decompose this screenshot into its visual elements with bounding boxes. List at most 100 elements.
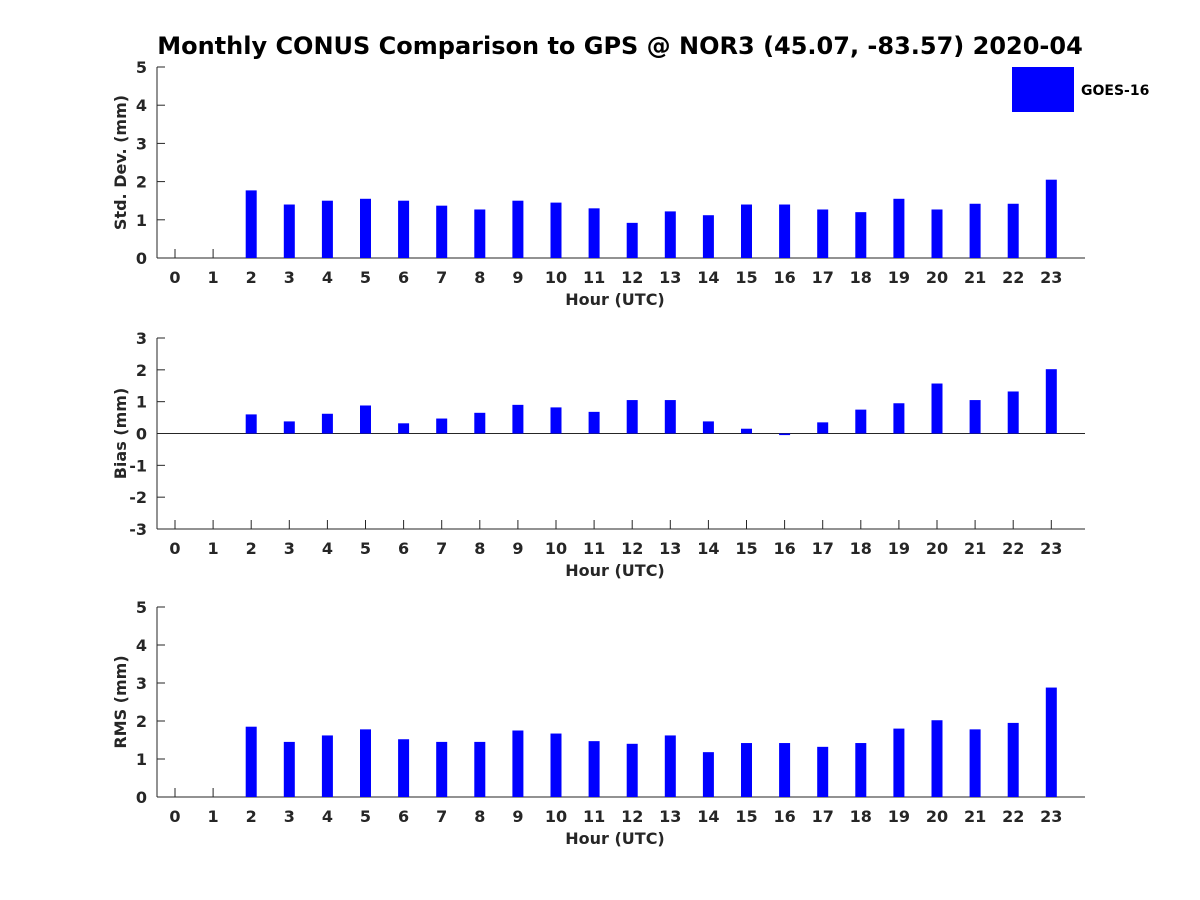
y-tick-label: 1 — [136, 393, 147, 412]
legend: GOES-16 — [1012, 67, 1149, 112]
bar — [360, 198, 371, 258]
bar — [550, 407, 562, 434]
x-tick-label: 6 — [398, 807, 409, 826]
bar — [321, 413, 333, 434]
bar — [664, 400, 676, 434]
bar — [779, 204, 791, 258]
x-tick-label: 12 — [621, 807, 643, 826]
bar — [283, 741, 295, 797]
bar — [398, 200, 410, 258]
x-tick-label: 11 — [583, 807, 605, 826]
bar — [360, 729, 371, 797]
y-tick-label: 3 — [136, 674, 147, 693]
x-tick-label: 5 — [360, 539, 371, 558]
x-tick-label: 4 — [322, 539, 333, 558]
bar — [550, 733, 562, 797]
y-axis-label: Bias (mm) — [111, 388, 130, 480]
x-tick-label: 10 — [545, 268, 567, 287]
y-tick-label: 3 — [136, 134, 147, 153]
x-tick-label: 4 — [322, 268, 333, 287]
bar — [664, 211, 676, 258]
x-tick-label: 15 — [735, 539, 757, 558]
x-tick-label: 17 — [812, 807, 834, 826]
x-tick-label: 11 — [583, 539, 605, 558]
y-tick-label: 3 — [136, 329, 147, 348]
x-tick-label: 0 — [169, 268, 180, 287]
x-tick-label: 8 — [474, 807, 485, 826]
x-axis-label: Hour (UTC) — [565, 561, 665, 580]
bar — [283, 204, 295, 258]
y-tick-label: 0 — [136, 788, 147, 807]
bar — [474, 412, 486, 434]
y-tick-label: 5 — [136, 58, 147, 77]
x-tick-label: 3 — [284, 807, 295, 826]
bar — [969, 203, 981, 258]
bar — [626, 743, 638, 797]
bar — [588, 208, 600, 258]
x-tick-label: 14 — [697, 539, 719, 558]
x-tick-label: 2 — [246, 539, 257, 558]
bar — [550, 202, 562, 258]
x-tick-label: 0 — [169, 807, 180, 826]
x-tick-label: 5 — [360, 268, 371, 287]
x-tick-label: 18 — [850, 807, 872, 826]
x-tick-label: 1 — [208, 807, 219, 826]
bar — [931, 383, 943, 434]
y-tick-label: 2 — [136, 173, 147, 192]
bar — [779, 743, 791, 797]
bar — [1045, 179, 1057, 258]
bar — [741, 428, 752, 434]
x-tick-label: 9 — [512, 268, 523, 287]
bar — [817, 422, 829, 434]
x-tick-label: 17 — [812, 268, 834, 287]
x-tick-label: 2 — [246, 268, 257, 287]
x-tick-label: 13 — [659, 539, 681, 558]
x-tick-label: 8 — [474, 539, 485, 558]
x-tick-label: 18 — [850, 539, 872, 558]
y-tick-label: 4 — [136, 636, 147, 655]
x-tick-label: 22 — [1002, 268, 1024, 287]
chart-title: Monthly CONUS Comparison to GPS @ NOR3 (… — [157, 32, 1083, 60]
x-tick-label: 19 — [888, 268, 910, 287]
x-tick-label: 23 — [1040, 539, 1062, 558]
x-tick-label: 3 — [284, 539, 295, 558]
bar — [474, 209, 486, 258]
x-tick-label: 1 — [208, 268, 219, 287]
bar — [588, 411, 600, 434]
x-axis-label: Hour (UTC) — [565, 829, 665, 848]
bar — [741, 743, 752, 797]
y-tick-label: 1 — [136, 750, 147, 769]
bar — [512, 404, 524, 434]
y-tick-label: 2 — [136, 712, 147, 731]
x-tick-label: 17 — [812, 539, 834, 558]
bar — [360, 405, 371, 434]
bar — [702, 421, 714, 434]
bar — [741, 204, 752, 258]
bar — [245, 414, 257, 434]
x-tick-label: 12 — [621, 268, 643, 287]
x-tick-label: 10 — [545, 539, 567, 558]
bar — [398, 423, 410, 434]
bar — [588, 741, 600, 797]
x-tick-label: 11 — [583, 268, 605, 287]
bar — [436, 741, 448, 797]
x-tick-label: 19 — [888, 807, 910, 826]
x-tick-label: 21 — [964, 268, 986, 287]
y-axis-label: RMS (mm) — [111, 655, 130, 748]
bar — [664, 735, 676, 797]
x-tick-label: 5 — [360, 807, 371, 826]
bar — [893, 403, 905, 434]
x-tick-label: 20 — [926, 268, 948, 287]
x-tick-label: 4 — [322, 807, 333, 826]
x-tick-label: 22 — [1002, 807, 1024, 826]
y-tick-label: 1 — [136, 211, 147, 230]
y-tick-label: -1 — [129, 456, 147, 475]
x-tick-label: 23 — [1040, 807, 1062, 826]
y-tick-label: -2 — [129, 488, 147, 507]
x-axis-label: Hour (UTC) — [565, 290, 665, 309]
x-tick-label: 10 — [545, 807, 567, 826]
x-tick-label: 12 — [621, 539, 643, 558]
x-tick-label: 19 — [888, 539, 910, 558]
bar — [855, 212, 867, 258]
